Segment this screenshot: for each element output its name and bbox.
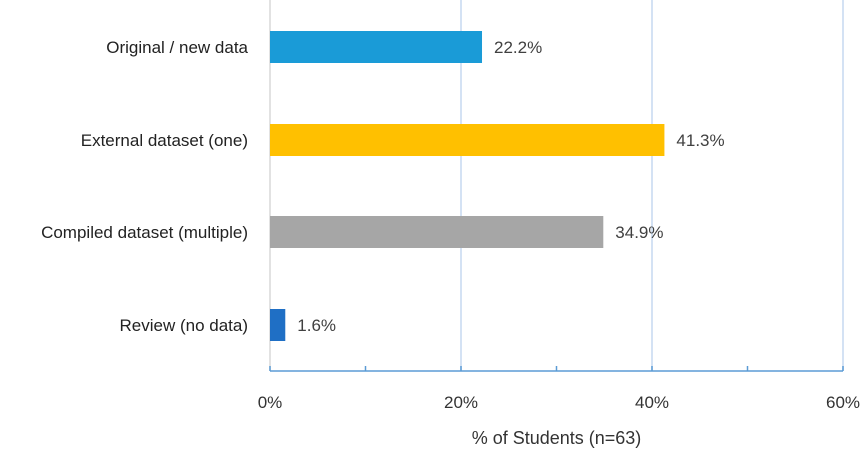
data-label: 1.6% — [297, 316, 336, 335]
category-label: Review (no data) — [119, 316, 248, 335]
bar — [270, 31, 483, 63]
x-tick-label: 60% — [826, 393, 860, 412]
data-label: 22.2% — [494, 38, 542, 57]
bar — [270, 124, 665, 156]
category-label: Original / new data — [106, 38, 248, 57]
x-tick-label: 40% — [635, 393, 669, 412]
category-label: Compiled dataset (multiple) — [41, 223, 248, 242]
data-label: 41.3% — [676, 131, 724, 150]
category-label: External dataset (one) — [81, 131, 248, 150]
x-axis-title: % of Students (n=63) — [472, 428, 642, 448]
x-tick-label: 0% — [258, 393, 283, 412]
data-label: 34.9% — [615, 223, 663, 242]
bar — [270, 309, 286, 341]
x-tick-label: 20% — [444, 393, 478, 412]
bar — [270, 216, 604, 248]
